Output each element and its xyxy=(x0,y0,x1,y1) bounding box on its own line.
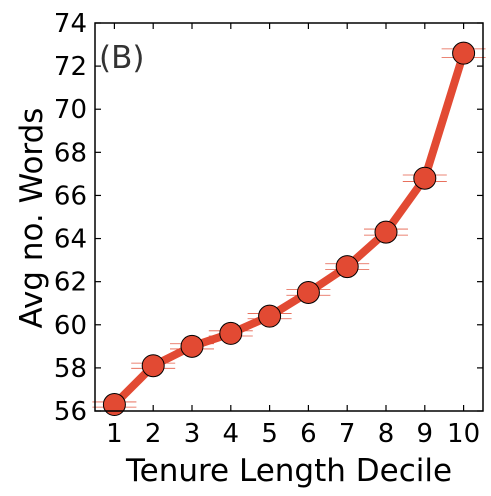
data-point xyxy=(219,321,243,345)
data-point xyxy=(296,280,320,304)
data-point xyxy=(413,166,437,190)
x-axis-title: Tenure Length Decile xyxy=(125,453,452,489)
data-point xyxy=(335,255,359,279)
panel-label: (B) xyxy=(99,40,144,76)
data-point xyxy=(452,41,476,65)
data-point xyxy=(374,220,398,244)
x-axis-ticks: 1 2 3 4 5 6 7 8 9 10 xyxy=(106,23,480,449)
x-tick-label: 5 xyxy=(261,419,278,449)
x-tick-label: 8 xyxy=(378,419,395,449)
data-point xyxy=(258,304,282,328)
plot-frame xyxy=(94,22,484,412)
x-tick-label: 10 xyxy=(447,419,480,449)
x-tick-label: 6 xyxy=(300,419,317,449)
y-tick-label: 62 xyxy=(54,268,87,298)
x-tick-label: 4 xyxy=(223,419,240,449)
plot-area xyxy=(95,23,483,411)
data-point xyxy=(102,393,126,417)
y-tick-label: 74 xyxy=(54,9,87,39)
x-tick-label: 1 xyxy=(106,419,123,449)
y-tick-label: 72 xyxy=(54,52,87,82)
series-line xyxy=(110,49,468,409)
x-tick-label: 9 xyxy=(417,419,434,449)
y-tick-label: 70 xyxy=(54,95,87,125)
data-point xyxy=(141,354,165,378)
y-tick-label: 68 xyxy=(54,138,87,168)
y-tick-label: 64 xyxy=(54,225,87,255)
y-axis-ticks: 56 58 60 62 64 66 68 70 72 74 xyxy=(54,9,483,427)
series-layer xyxy=(92,41,486,417)
y-tick-label: 58 xyxy=(54,354,87,384)
x-tick-label: 2 xyxy=(145,419,162,449)
x-tick-label: 7 xyxy=(339,419,356,449)
x-tick-label: 3 xyxy=(184,419,201,449)
data-point xyxy=(180,334,204,358)
y-tick-label: 56 xyxy=(54,397,87,427)
y-tick-label: 66 xyxy=(54,181,87,211)
y-axis-title: Avg no. Words xyxy=(14,108,50,329)
y-tick-label: 60 xyxy=(54,311,87,341)
